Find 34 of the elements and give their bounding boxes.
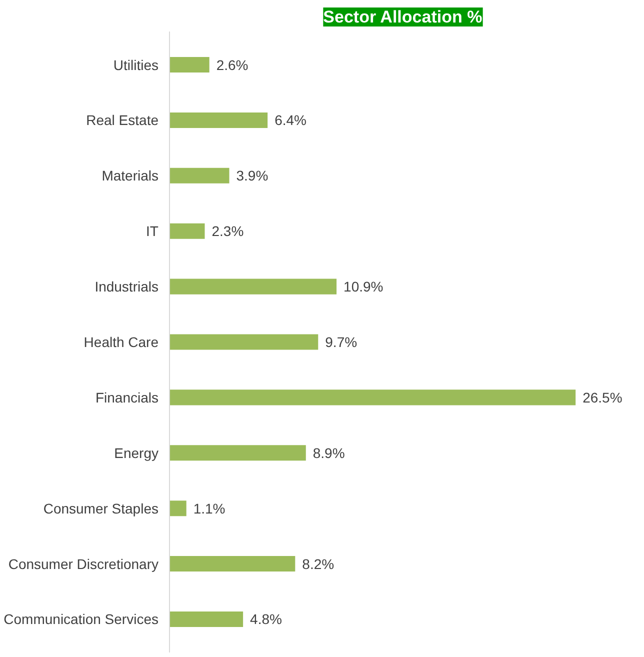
data-label: 26.5% [582, 389, 622, 406]
bar [170, 278, 337, 294]
bar [170, 556, 296, 572]
data-label: 1.1% [193, 500, 226, 516]
data-label: 8.2% [302, 556, 334, 572]
bar [170, 390, 576, 406]
bar [170, 223, 205, 239]
y-tick-label: Real Estate [86, 112, 159, 128]
bar [170, 57, 210, 73]
chart-title: Sector Allocation % [323, 8, 482, 26]
y-tick-label: Consumer Staples [43, 500, 159, 516]
bar [170, 168, 230, 184]
data-label: 8.9% [312, 444, 345, 461]
data-label: 6.4% [274, 112, 306, 128]
bar [170, 445, 306, 461]
y-tick-label: Health Care [84, 334, 159, 350]
data-label: 9.7% [325, 334, 358, 350]
y-tick-label: Materials [102, 168, 159, 184]
y-tick-label: Industrials [94, 278, 159, 295]
data-label: 2.6% [216, 56, 248, 73]
data-label: 4.8% [250, 611, 282, 628]
data-label: 10.9% [344, 278, 384, 295]
bar [170, 334, 318, 350]
y-tick-label: Energy [114, 444, 158, 461]
y-tick-label: Financials [95, 389, 159, 406]
y-tick-label: Consumer Discretionary [8, 556, 159, 572]
bar [170, 112, 268, 128]
y-tick-label: IT [146, 223, 159, 240]
y-tick-label: Communication Services [4, 611, 159, 628]
bar [170, 500, 186, 516]
data-label: 2.3% [212, 223, 244, 240]
data-label: 3.9% [236, 168, 268, 184]
y-tick-label: Utilities [113, 56, 159, 73]
bar [170, 611, 244, 627]
